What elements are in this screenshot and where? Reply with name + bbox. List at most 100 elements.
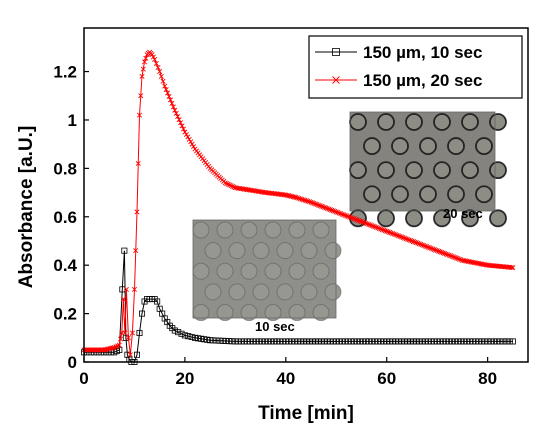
data-point	[180, 126, 186, 132]
x-tick-label: 20	[175, 369, 194, 388]
data-point	[155, 65, 161, 71]
data-point	[195, 335, 202, 342]
microwell-dot	[433, 113, 451, 131]
data-point	[341, 212, 347, 218]
data-point	[311, 200, 317, 206]
data-point	[342, 212, 348, 218]
microwell-dot	[240, 221, 258, 239]
data-point	[425, 244, 431, 250]
data-point	[381, 227, 387, 233]
data-point	[375, 225, 381, 231]
data-point	[131, 286, 137, 292]
microwell-dot	[216, 262, 234, 280]
microwell-dot	[252, 242, 270, 260]
data-point	[450, 254, 457, 260]
microwell-dot	[349, 161, 367, 180]
microwell-dot	[324, 283, 342, 301]
data-point	[139, 310, 146, 317]
x-axis-label: Time [min]	[258, 403, 354, 424]
data-point	[332, 208, 338, 214]
data-point	[506, 338, 513, 345]
microwell-dot	[461, 161, 479, 180]
data-point	[332, 76, 340, 84]
legend-marker	[332, 48, 340, 56]
data-point	[210, 337, 217, 344]
y-tick-label: 0	[68, 353, 77, 372]
data-point	[321, 204, 327, 210]
data-point	[350, 215, 356, 221]
data-point	[382, 228, 388, 234]
data-point	[136, 112, 143, 118]
data-point	[222, 180, 228, 186]
data-point	[142, 59, 148, 65]
data-point	[294, 195, 300, 201]
y-tick-label: 0.4	[53, 256, 77, 275]
data-point	[400, 235, 406, 241]
microwell-dot	[252, 283, 270, 301]
data-point	[188, 333, 195, 340]
y-tick-label: 0.2	[53, 305, 77, 324]
data-point	[140, 66, 146, 72]
data-point	[369, 223, 375, 229]
microwell-dot	[240, 262, 258, 280]
data-point	[344, 213, 350, 219]
data-point	[307, 199, 313, 205]
microwell-dot	[475, 185, 493, 204]
data-point	[449, 253, 455, 259]
legend-box	[308, 35, 523, 99]
microwell-dot	[276, 283, 294, 301]
data-point	[201, 336, 208, 343]
data-point	[108, 345, 114, 351]
data-point	[312, 201, 319, 207]
data-point	[348, 215, 354, 221]
data-point	[191, 144, 197, 150]
data-point	[442, 250, 448, 257]
data-point	[314, 202, 320, 208]
data-point	[189, 141, 195, 147]
data-point	[315, 202, 321, 208]
data-point	[149, 52, 155, 58]
data-point	[390, 231, 396, 237]
data-point	[110, 345, 116, 351]
data-point	[503, 338, 510, 345]
data-point	[183, 131, 189, 138]
microwell-dot	[264, 221, 282, 239]
data-point	[431, 247, 437, 253]
data-point	[134, 209, 140, 215]
data-point	[412, 239, 418, 245]
data-point	[129, 330, 135, 336]
microwell-dot	[433, 209, 451, 228]
microwell-dot	[288, 221, 306, 239]
data-point	[397, 233, 403, 239]
x-tick-label: 60	[377, 369, 396, 388]
data-point	[171, 327, 178, 334]
microwell-dot	[312, 304, 330, 322]
data-point	[399, 234, 405, 240]
microwell-dot	[264, 304, 282, 322]
data-point	[436, 248, 442, 254]
data-point	[198, 335, 205, 342]
y-axis-label: Absorbance [a.U.]	[16, 126, 37, 289]
microwell-dot	[216, 304, 234, 322]
data-point	[163, 87, 169, 93]
data-point	[333, 209, 339, 215]
data-point	[494, 338, 501, 345]
data-point	[363, 220, 369, 226]
data-point	[162, 83, 168, 89]
data-point	[458, 257, 464, 263]
data-point	[373, 224, 379, 230]
data-point	[120, 296, 126, 302]
microwell-dot	[324, 242, 342, 260]
microwell-dot	[405, 161, 423, 180]
data-point	[443, 251, 449, 257]
data-point	[216, 337, 223, 344]
microwell-dot	[377, 113, 395, 131]
data-point	[305, 198, 311, 204]
data-point	[407, 237, 413, 243]
data-point	[204, 336, 211, 343]
microwell-dot	[312, 221, 330, 239]
data-point	[347, 214, 353, 220]
x-tick-label: 80	[478, 369, 497, 388]
data-point	[284, 192, 290, 198]
legend-label: 150 µm, 20 sec	[363, 71, 482, 90]
